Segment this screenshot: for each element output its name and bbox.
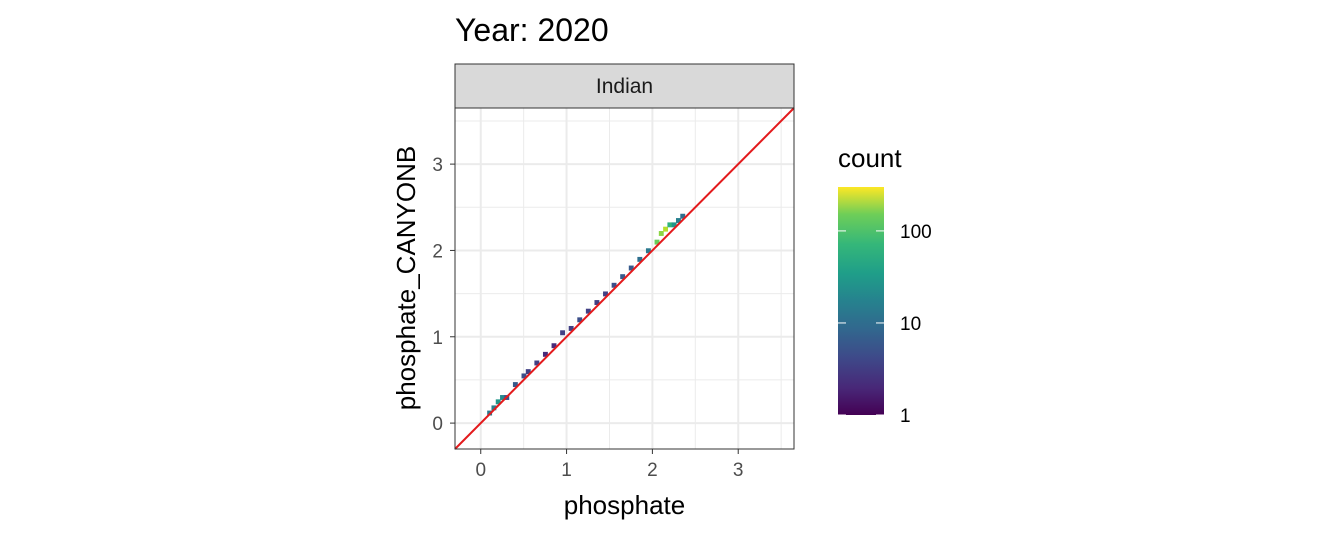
legend-tick-label: 10: [900, 314, 921, 335]
heatmap-bin: [667, 222, 673, 228]
heatmap-bin: [521, 373, 527, 379]
x-axis: 0 1 2 3: [475, 449, 744, 481]
heatmap-bin: [542, 351, 548, 357]
heatmap-bin: [611, 282, 617, 288]
heatmap-bin: [560, 330, 566, 336]
x-axis-label: phosphate: [564, 490, 685, 520]
heatmap-bin: [671, 222, 677, 228]
x-tick-label: 2: [647, 460, 658, 481]
y-axis-label: phosphate_CANYONB: [391, 146, 421, 410]
plot-border: [454, 107, 795, 450]
heatmap-bin: [675, 218, 681, 223]
heatmap-bin: [512, 382, 518, 388]
heatmap-bin: [495, 399, 501, 405]
heatmap-bin: [551, 343, 557, 349]
heatmap-bin: [637, 256, 643, 262]
facet-strip: [454, 63, 795, 109]
x-tick-label: 3: [733, 460, 744, 481]
legend-title: count: [838, 143, 902, 173]
heatmap-bin: [577, 317, 583, 323]
heatmap-bin: [620, 274, 626, 280]
heatmap-bin: [534, 360, 540, 366]
heatmap-bin: [568, 325, 574, 331]
y-tick-label: 1: [432, 328, 443, 349]
heatmap-bin: [603, 291, 608, 297]
heatmap-bin: [628, 265, 634, 271]
reference-line: [454, 107, 795, 450]
heatmap-bin: [585, 308, 591, 314]
y-axis: 0 1 2 3: [432, 155, 455, 435]
y-tick-label: 0: [432, 414, 443, 435]
heatmap-bin: [594, 300, 600, 305]
heatmap-bin: [525, 369, 531, 375]
heatmap-bin: [491, 405, 497, 411]
legend-ticks: 1 10 100: [838, 222, 932, 427]
y-tick-label: 2: [432, 241, 443, 262]
legend-colorbar: [838, 187, 884, 415]
legend-tick-label: 1: [900, 406, 911, 427]
heatmap-bin: [500, 395, 505, 400]
heatmap-bin: [663, 226, 669, 232]
legend-tick-label: 100: [900, 222, 932, 243]
heatmap-bin: [645, 248, 651, 254]
y-tick-label: 3: [432, 155, 443, 176]
heatmap-bin: [658, 231, 664, 236]
heatmap-bin: [654, 239, 660, 245]
x-tick-label: 0: [475, 460, 486, 481]
facet-label: Indian: [596, 75, 653, 98]
heatmap-bin: [680, 213, 686, 219]
x-tick-label: 1: [561, 460, 572, 481]
chart-title: Year: 2020: [455, 12, 609, 48]
